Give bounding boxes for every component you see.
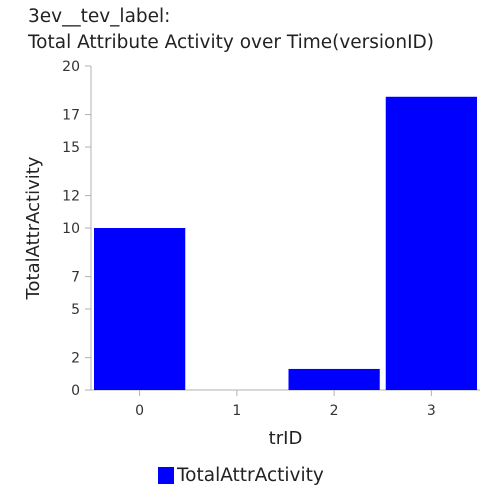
x-tick-label: 2 <box>330 403 339 419</box>
bar-3[interactable] <box>386 97 477 390</box>
y-tick-label: 15 <box>62 140 80 156</box>
y-tick-label: 20 <box>62 59 80 75</box>
y-tick-label: 0 <box>71 383 80 399</box>
y-tick-label: 2 <box>71 351 80 367</box>
x-tick-label: 1 <box>232 403 241 419</box>
chart-legend: TotalAttrActivity <box>158 465 324 486</box>
bar-2[interactable] <box>289 369 380 390</box>
x-tick-label: 0 <box>135 403 144 419</box>
y-tick-label: 10 <box>62 221 80 237</box>
y-tick-label: 12 <box>62 189 80 205</box>
y-tick-label: 7 <box>71 270 80 286</box>
legend-swatch <box>158 467 174 484</box>
legend-label: TotalAttrActivity <box>177 465 324 486</box>
y-tick-label: 5 <box>71 302 80 318</box>
bar-0[interactable] <box>94 228 185 390</box>
x-axis-label: trID <box>269 428 303 449</box>
chart-bars <box>94 97 477 390</box>
y-tick-label: 17 <box>62 108 80 124</box>
x-tick-label: 3 <box>427 403 436 419</box>
y-axis-label: TotalAttrActivity <box>23 156 44 300</box>
